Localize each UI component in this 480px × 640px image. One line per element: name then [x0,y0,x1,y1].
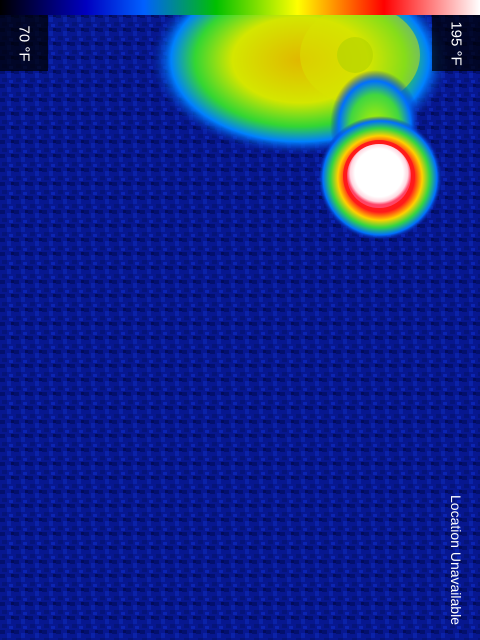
min-temperature-label: 70 °F [0,15,48,71]
max-temperature-label: 195 °F [432,15,480,71]
max-temperature-text: 195 °F [447,20,465,66]
min-temperature-text: 70 °F [15,24,33,62]
location-status: Location Unavailable [432,490,480,630]
color-scale-bar [0,0,480,15]
min-temp-panel [0,15,48,71]
location-status-text: Location Unavailable [448,495,465,625]
max-temp-panel [432,15,480,71]
